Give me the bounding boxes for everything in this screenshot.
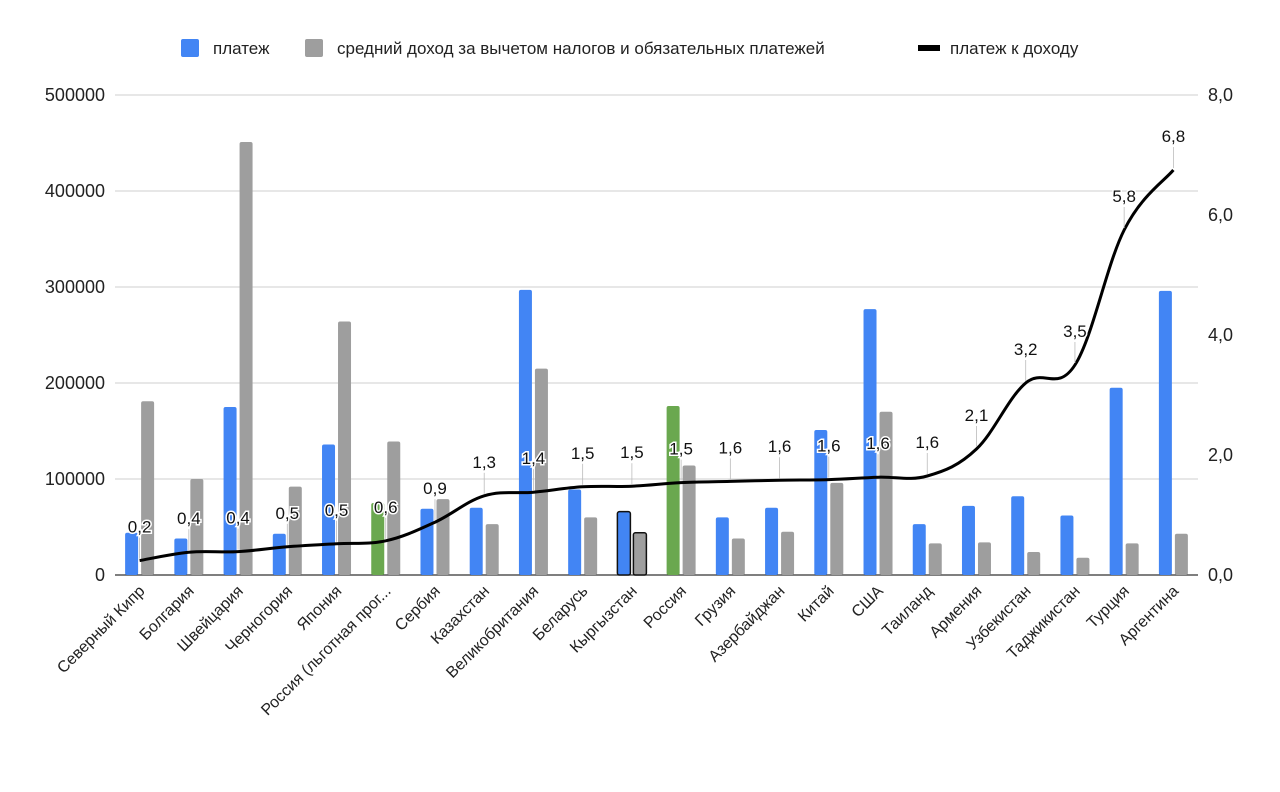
- legend-label: платеж: [213, 39, 270, 58]
- bar-payment: [518, 289, 532, 575]
- data-label: 1,6: [866, 434, 890, 453]
- bar-payment: [568, 489, 582, 575]
- bar-payment: [371, 503, 385, 575]
- right-tick-label: 4,0: [1208, 325, 1233, 345]
- bar-income: [830, 482, 844, 575]
- bar-income: [781, 531, 795, 575]
- bar-income: [1125, 543, 1139, 575]
- data-label: 0,6: [374, 498, 398, 517]
- legend-label: платеж к доходу: [950, 39, 1079, 58]
- bar-payment: [1011, 496, 1025, 575]
- data-label: 5,8: [1112, 187, 1136, 206]
- bar-payment: [765, 507, 779, 575]
- bar-payment: [814, 430, 828, 575]
- bar-income: [682, 465, 696, 575]
- data-labels: 0,2 0,4 0,4 0,5 0,5 0,6 0,9 1,3 1,4 1,5 1,5 1,5 1,6 1…: [126, 126, 1187, 559]
- data-label: 2,1: [965, 406, 989, 425]
- bar-payment: [322, 444, 336, 575]
- bar-payment: [469, 507, 483, 575]
- left-tick-label: 200000: [45, 373, 105, 393]
- data-label: 1,6: [817, 437, 841, 456]
- right-tick-label: 8,0: [1208, 85, 1233, 105]
- bar-payment: [666, 406, 680, 575]
- bar-income: [387, 441, 401, 575]
- left-tick-label: 300000: [45, 277, 105, 297]
- bar-payment: [1158, 290, 1172, 575]
- bar-income: [584, 517, 598, 575]
- bar-payment: [912, 524, 926, 575]
- data-label: 0,9: [423, 479, 447, 498]
- category-label: Северный Кипр: [54, 583, 148, 677]
- data-label: 3,5: [1063, 322, 1087, 341]
- category-label: США: [849, 583, 887, 621]
- ratio-line-path: [139, 169, 1175, 563]
- data-label: 0,4: [177, 509, 201, 528]
- bar-payment: [715, 517, 729, 575]
- category-label: Великобритания: [443, 583, 542, 682]
- right-tick-label: 6,0: [1208, 205, 1233, 225]
- right-axis: 0,0 2,0 4,0 6,0 8,0: [1208, 85, 1233, 585]
- category-labels: Северный КипрБолгарияШвейцарияЧерногория…: [54, 582, 1182, 719]
- left-tick-label: 100000: [45, 469, 105, 489]
- bar-income: [879, 411, 893, 575]
- legend-label: средний доход за вычетом налогов и обяза…: [337, 39, 825, 58]
- bar-income: [534, 368, 548, 575]
- left-axis: 0 100000 200000 300000 400000 500000: [45, 85, 105, 585]
- bar-income: [141, 401, 155, 575]
- category-label: Грузия: [692, 583, 739, 630]
- bar-payment: [1060, 515, 1074, 575]
- data-label: 6,8: [1162, 127, 1186, 146]
- bar-income: [288, 486, 302, 575]
- bar-income: [928, 543, 942, 575]
- left-tick-label: 0: [95, 565, 105, 585]
- bar-payment: [125, 532, 139, 575]
- data-label: 1,5: [620, 443, 644, 462]
- legend-swatch: [305, 39, 323, 57]
- bar-income: [485, 524, 499, 575]
- bar-payment: [1109, 387, 1123, 575]
- bar-payment: [863, 309, 877, 575]
- data-label: 1,3: [472, 453, 496, 472]
- bar-income: [731, 538, 745, 575]
- data-label: 0,2: [128, 518, 152, 537]
- data-label: 1,5: [571, 444, 595, 463]
- legend: платеж средний доход за вычетом налогов и…: [181, 39, 1079, 58]
- bar-payment: [223, 407, 237, 575]
- data-label: 1,5: [669, 440, 693, 459]
- bar-income: [436, 499, 450, 575]
- data-label: 0,5: [275, 504, 299, 523]
- bar-payment: [616, 510, 632, 576]
- category-label: Китай: [795, 583, 838, 626]
- bar-payment: [174, 538, 188, 575]
- bar-income: [1027, 551, 1041, 575]
- data-label: 1,4: [522, 449, 546, 468]
- bar-income: [977, 542, 991, 575]
- right-tick-label: 2,0: [1208, 445, 1233, 465]
- left-tick-label: 500000: [45, 85, 105, 105]
- bar-income: [338, 321, 352, 575]
- legend-swatch: [918, 45, 940, 51]
- category-label: Турция: [1084, 583, 1133, 632]
- ratio-line: [139, 169, 1175, 563]
- data-label: 3,2: [1014, 340, 1038, 359]
- bar-payment: [961, 505, 975, 575]
- data-label: 0,5: [325, 501, 349, 520]
- bar-income: [632, 532, 648, 576]
- legend-swatch: [181, 39, 199, 57]
- data-label: 0,4: [226, 509, 250, 528]
- bar-income: [1174, 533, 1188, 575]
- right-tick-label: 0,0: [1208, 565, 1233, 585]
- left-tick-label: 400000: [45, 181, 105, 201]
- data-label: 1,6: [719, 438, 743, 457]
- bar-income: [239, 142, 253, 576]
- data-label: 1,6: [768, 437, 792, 456]
- category-label: Россия: [641, 583, 690, 632]
- bar-payment: [272, 533, 286, 575]
- data-label: 1,6: [915, 433, 939, 452]
- bar-payment: [420, 508, 434, 575]
- bar-income: [1076, 557, 1090, 575]
